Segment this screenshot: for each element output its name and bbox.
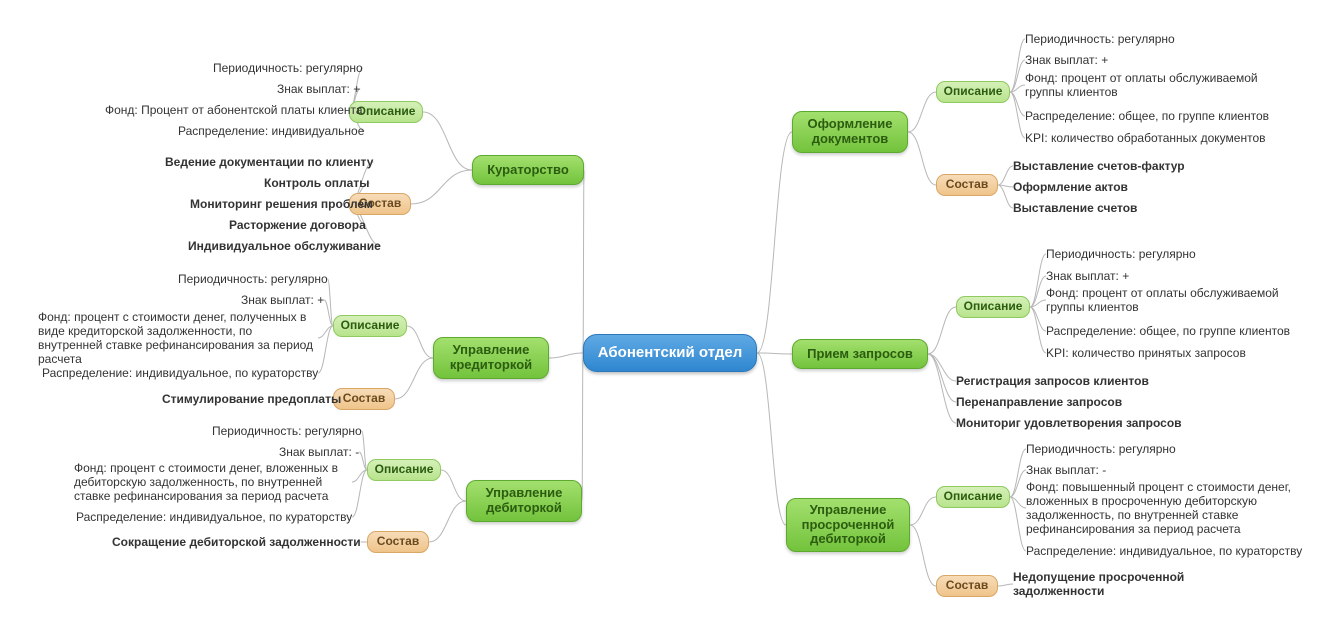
desc-b3-item-1: Знак выплат: - [279, 445, 359, 459]
desc-b4-item-2: Фонд: процент от оплаты обслуживаемой гр… [1025, 71, 1265, 99]
branch-b5-direct-item-1: Перенаправление запросов [956, 395, 1122, 409]
comp-b2-label: Состав [343, 392, 385, 406]
desc-b5-item-1: Знак выплат: + [1046, 269, 1129, 283]
desc-b1-label: Описание [357, 105, 416, 119]
desc-b5-label: Описание [964, 300, 1023, 314]
desc-b5-item-4: KPI: количество принятых запросов [1046, 346, 1246, 360]
desc-b5-item-2: Фонд: процент от оплаты обслуживаемой гр… [1046, 286, 1286, 314]
branch-b5-direct-item-2: Мониториг удовлетворения запросов [956, 416, 1182, 430]
root-node-label: Абонентский отдел [598, 344, 742, 361]
branch-b4-label: Оформление документов [807, 117, 892, 147]
branch-b5-direct-item-0: Регистрация запросов клиентов [956, 374, 1149, 388]
desc-b2-item-3: Распределение: индивидуальное, по курато… [42, 366, 318, 380]
comp-b2: Состав [333, 388, 395, 410]
desc-b1-item-0: Периодичность: регулярно [213, 61, 363, 75]
desc-b4-label: Описание [944, 85, 1003, 99]
comp-b6-label: Состав [946, 579, 988, 593]
comp-b3-item-0: Сокращение дебиторской задолженности [112, 535, 361, 549]
branch-b3-label: Управление дебиторкой [486, 486, 563, 516]
branch-b5: Прием запросов [792, 339, 928, 369]
desc-b6-item-0: Периодичность: регулярно [1026, 442, 1176, 456]
desc-b2-item-1: Знак выплат: + [241, 293, 324, 307]
comp-b2-item-0: Стимулирование предоплаты [162, 392, 341, 406]
desc-b2-label: Описание [341, 319, 400, 333]
comp-b3: Состав [367, 531, 429, 553]
comp-b4-item-1: Оформление актов [1013, 180, 1128, 194]
desc-b4-item-0: Периодичность: регулярно [1025, 32, 1175, 46]
desc-b6-item-3: Распределение: индивидуальное, по курато… [1026, 544, 1302, 558]
desc-b1-item-3: Распределение: индивидуальное [178, 124, 364, 138]
desc-b6-item-2: Фонд: повышенный процент с стоимости ден… [1026, 480, 1302, 536]
branch-b2-label: Управление кредиторкой [450, 343, 532, 373]
desc-b5: Описание [956, 296, 1030, 318]
desc-b4: Описание [936, 81, 1010, 103]
desc-b4-item-4: KPI: количество обработанных документов [1025, 131, 1266, 145]
comp-b1-item-1: Контроль оплаты [264, 176, 369, 190]
comp-b3-label: Состав [377, 535, 419, 549]
desc-b4-item-1: Знак выплат: + [1025, 53, 1108, 67]
desc-b3-label: Описание [375, 463, 434, 477]
branch-b5-label: Прием запросов [807, 347, 913, 362]
comp-b6-item-0: Недопущение просроченной задолженности [1013, 570, 1223, 598]
desc-b5-item-3: Распределение: общее, по группе клиентов [1046, 324, 1290, 338]
desc-b2: Описание [333, 315, 407, 337]
desc-b3-item-0: Периодичность: регулярно [212, 424, 362, 438]
branch-b6-label: Управление просроченной дебиторкой [802, 503, 895, 548]
desc-b1-item-1: Знак выплат: + [277, 82, 360, 96]
desc-b6-label: Описание [944, 490, 1003, 504]
desc-b6: Описание [936, 486, 1010, 508]
desc-b3: Описание [367, 459, 441, 481]
desc-b4-item-3: Распределение: общее, по группе клиентов [1025, 109, 1269, 123]
comp-b1-item-4: Индивидуальное обслуживание [188, 239, 381, 253]
root-node: Абонентский отдел [583, 334, 757, 372]
branch-b6: Управление просроченной дебиторкой [786, 498, 910, 552]
branch-b1: Кураторство [472, 155, 584, 185]
comp-b6: Состав [936, 575, 998, 597]
desc-b2-item-0: Периодичность: регулярно [178, 272, 328, 286]
comp-b4-item-0: Выставление счетов-фактур [1013, 159, 1185, 173]
desc-b6-item-1: Знак выплат: - [1026, 463, 1106, 477]
desc-b1-item-2: Фонд: Процент от абонентской платы клиен… [105, 103, 363, 117]
comp-b4: Состав [936, 174, 998, 196]
comp-b1-item-3: Расторжение договора [229, 218, 366, 232]
comp-b4-label: Состав [946, 178, 988, 192]
branch-b2: Управление кредиторкой [433, 337, 549, 379]
branch-b4: Оформление документов [792, 111, 908, 153]
comp-b1-item-0: Ведение документации по клиенту [165, 155, 373, 169]
desc-b3-item-3: Распределение: индивидуальное, по курато… [76, 510, 352, 524]
desc-b3-item-2: Фонд: процент с стоимости денег, вложенн… [74, 461, 352, 503]
comp-b4-item-2: Выставление счетов [1013, 201, 1137, 215]
branch-b3: Управление дебиторкой [466, 480, 582, 522]
comp-b1-item-2: Мониторинг решения проблем [190, 197, 373, 211]
branch-b1-label: Кураторство [487, 163, 569, 178]
desc-b5-item-0: Периодичность: регулярно [1046, 247, 1196, 261]
desc-b2-item-2: Фонд: процент с стоимости денег, получен… [38, 310, 318, 366]
